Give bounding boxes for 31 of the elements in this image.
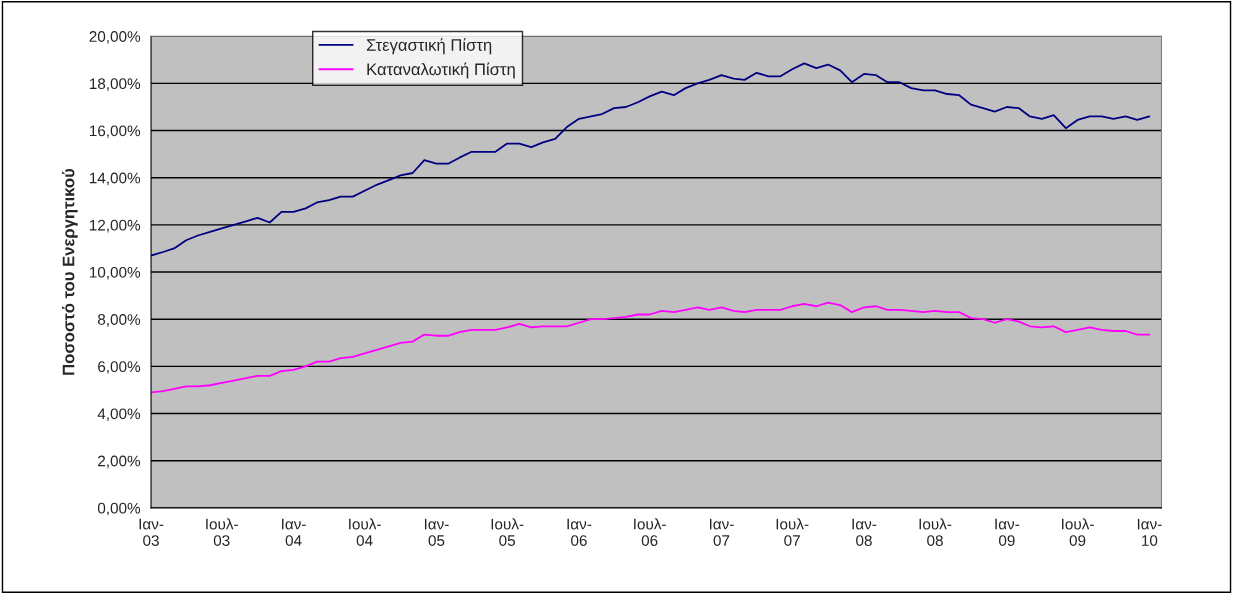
y-tick-label: 20,00% bbox=[89, 31, 141, 44]
x-tick-label: Ιαν- 05 bbox=[424, 518, 449, 546]
line-series bbox=[151, 62, 1151, 257]
x-tick-label: Ιαν- 06 bbox=[567, 518, 592, 546]
x-tick-label: Ιουλ- 06 bbox=[634, 518, 666, 546]
y-tick-label: 4,00% bbox=[97, 408, 141, 422]
y-tick-label: 0,00% bbox=[97, 502, 141, 516]
x-tick-label: Ιουλ- 03 bbox=[206, 518, 238, 546]
x-tick-label: Ιαν- 07 bbox=[709, 518, 734, 546]
x-tick-label: Ιαν- 09 bbox=[995, 518, 1020, 546]
y-tick-label: 14,00% bbox=[89, 172, 141, 186]
y-tick-label: 18,00% bbox=[89, 78, 141, 91]
legend-label: Καταναλωτική Πίστη bbox=[367, 62, 515, 79]
y-tick-label: 2,00% bbox=[98, 455, 141, 469]
x-tick-label: Ιαν- 03 bbox=[139, 518, 164, 546]
y-tick-label: 16,00% bbox=[89, 125, 141, 139]
x-tick-label: Ιαν- 10 bbox=[1137, 518, 1162, 546]
x-tick-label: Ιουλ- 09 bbox=[1062, 518, 1094, 546]
y-tick-label: 12,00% bbox=[89, 219, 141, 233]
line-series bbox=[151, 301, 1151, 394]
x-tick-label: Ιουλ- 04 bbox=[349, 518, 381, 546]
y-tick-label: 6,00% bbox=[98, 361, 141, 374]
legend-label: Στεγαστική Πίστη bbox=[366, 38, 492, 55]
x-tick-label: Ιουλ- 07 bbox=[776, 518, 809, 546]
y-axis-title: Ποσοστό του Ενεργητικού bbox=[61, 168, 78, 375]
x-tick-label: Ιαν- 04 bbox=[282, 518, 306, 546]
y-tick-label: 8,00% bbox=[97, 314, 141, 327]
x-tick-label: Ιουλ- 05 bbox=[491, 518, 524, 546]
y-tick-label: 10,00% bbox=[89, 266, 141, 280]
x-tick-label: Ιαν- 08 bbox=[852, 518, 877, 546]
x-tick-label: Ιουλ- 08 bbox=[919, 518, 952, 546]
